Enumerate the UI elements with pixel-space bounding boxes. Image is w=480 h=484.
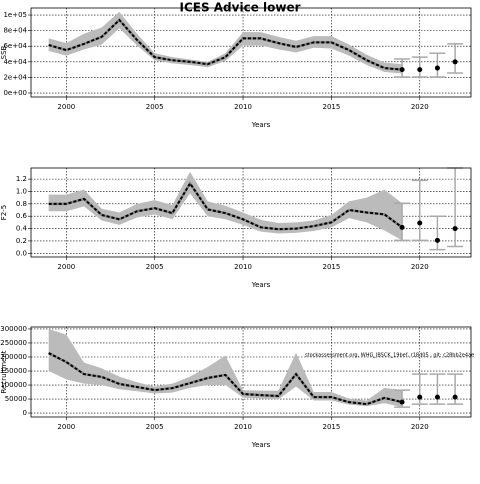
y-tick-label: 1.2: [16, 175, 27, 183]
estimate-line: [48, 352, 403, 406]
y-tick-label: 4e+04: [3, 58, 27, 66]
x-tick-label: 2005: [146, 103, 164, 111]
x-tick-label: 2020: [411, 423, 429, 431]
forecast-point: [434, 394, 440, 400]
x-tick-label: 2005: [146, 423, 164, 431]
x-tick-label: 2000: [57, 103, 75, 111]
y-tick-label: 0.0: [16, 249, 27, 257]
confidence-band: [48, 328, 403, 408]
y-tick-label: 6e+04: [3, 42, 27, 50]
plot-frame: [30, 167, 472, 258]
forecast-point: [399, 224, 405, 230]
x-tick-label: 2015: [322, 423, 340, 431]
x-axis-label: Years: [251, 121, 271, 129]
plot-frame: [30, 326, 472, 418]
y-tick-label: 300000: [0, 325, 27, 333]
forecast-point: [434, 65, 440, 71]
x-tick-label: 2010: [234, 423, 252, 431]
forecast-point: [417, 394, 423, 400]
x-axis-label: Years: [251, 441, 271, 449]
y-tick-label: 1.0: [16, 187, 27, 195]
x-tick-label: 2015: [322, 263, 340, 271]
x-axis-label: Years: [251, 281, 271, 289]
x-tick-label: 2020: [411, 263, 429, 271]
y-tick-label: 0.6: [16, 212, 28, 220]
y-tick-label: 100000: [0, 381, 27, 389]
forecast-point: [434, 237, 440, 243]
x-tick-label: 2005: [146, 263, 164, 271]
forecast-point: [452, 59, 458, 65]
x-tick-label: 2010: [234, 103, 252, 111]
chart-title: ICES Advice lower: [179, 1, 300, 15]
plot-frame: [30, 7, 472, 98]
estimate-line: [48, 181, 403, 231]
y-tick-label: 0.2: [16, 237, 27, 245]
forecast-point: [417, 220, 423, 226]
x-tick-label: 2000: [57, 263, 75, 271]
y-axis-label: Recruitment: [0, 350, 8, 393]
y-tick-label: 50000: [5, 395, 27, 403]
y-tick-label: 2e+04: [3, 73, 27, 81]
forecast-point: [417, 67, 423, 73]
estimate-line: [48, 18, 403, 71]
x-tick-label: 2010: [234, 263, 252, 271]
annotation: stockassessment.org, WHG_IBSCK_19bef, r1…: [305, 353, 474, 359]
confidence-band: [48, 11, 403, 74]
y-tick-label: 0.8: [16, 200, 27, 208]
y-tick-label: 0.4: [16, 225, 28, 233]
forecast-point: [452, 394, 458, 400]
y-tick-label: 0e+00: [3, 89, 27, 97]
y-tick-label: 1e+05: [3, 11, 27, 19]
y-tick-label: 200000: [0, 353, 27, 361]
x-tick-label: 2015: [322, 103, 340, 111]
y-axis-label: F2-5: [0, 205, 8, 220]
y-tick-label: 150000: [0, 367, 27, 375]
confidence-band: [48, 171, 403, 241]
forecast-point: [452, 226, 458, 232]
y-axis-label: SSB: [0, 45, 8, 59]
x-tick-label: 2020: [411, 103, 429, 111]
y-tick-label: 250000: [0, 339, 27, 347]
forecast-point: [399, 399, 405, 405]
x-tick-label: 2000: [57, 423, 75, 431]
y-tick-label: 8e+04: [3, 27, 27, 35]
forecast-point: [399, 67, 405, 73]
y-tick-label: 0: [23, 409, 27, 417]
